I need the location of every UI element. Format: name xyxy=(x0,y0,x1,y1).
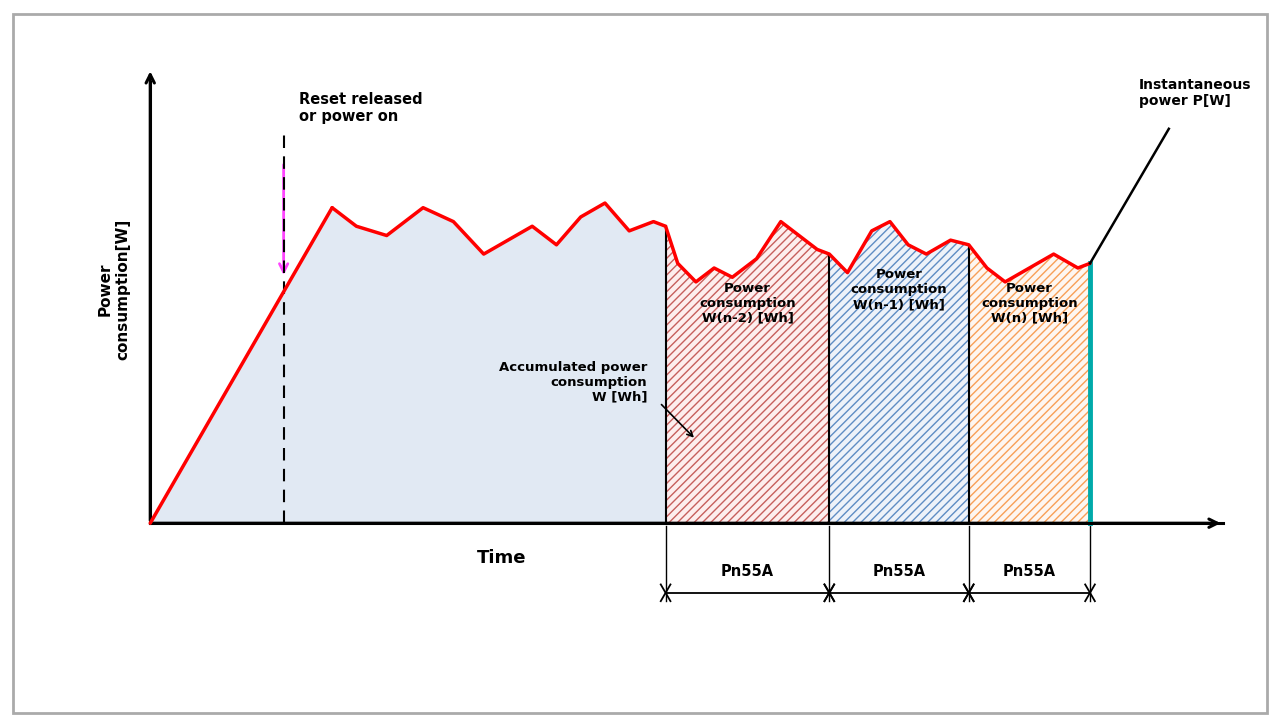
Text: Accumulated power
consumption
W [Wh]: Accumulated power consumption W [Wh] xyxy=(499,361,648,404)
Text: Instantaneous
power P[W]: Instantaneous power P[W] xyxy=(1138,78,1251,108)
Text: Power
consumption
W(n-1) [Wh]: Power consumption W(n-1) [Wh] xyxy=(851,268,947,311)
Text: Power
consumption[W]: Power consumption[W] xyxy=(97,218,131,359)
Polygon shape xyxy=(969,245,1091,523)
Text: Power
consumption
W(n-2) [Wh]: Power consumption W(n-2) [Wh] xyxy=(699,282,796,325)
Text: Pn55A: Pn55A xyxy=(873,564,925,579)
Text: Power
consumption
W(n) [Wh]: Power consumption W(n) [Wh] xyxy=(980,282,1078,325)
Text: Pn55A: Pn55A xyxy=(721,564,774,579)
Text: Time: Time xyxy=(477,549,526,567)
Polygon shape xyxy=(829,222,969,523)
Polygon shape xyxy=(666,222,829,523)
Text: Reset released
or power on: Reset released or power on xyxy=(298,91,422,124)
Text: Pn55A: Pn55A xyxy=(1002,564,1056,579)
Polygon shape xyxy=(150,203,666,523)
